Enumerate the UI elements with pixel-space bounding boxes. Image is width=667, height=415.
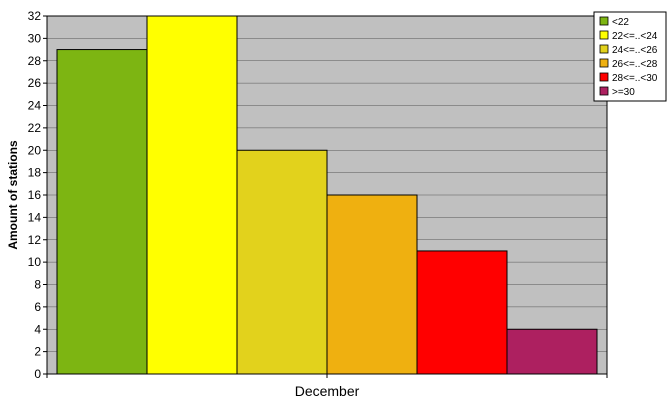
legend-swatch [599,72,609,82]
legend-label: 26<=..<28 [612,59,658,70]
bar [146,15,238,375]
legend-swatch [599,16,609,26]
bar [416,250,508,375]
x-category-label: December [295,383,360,399]
y-axis-title: Amount of stations [6,140,20,250]
y-tick-label: 4 [34,322,41,336]
legend-label: >=30 [612,87,635,98]
bar [56,49,148,375]
legend-swatch [599,58,609,68]
legend-label: 28<=..<30 [612,73,658,84]
y-tick-label: 10 [28,255,42,269]
y-tick-label: 20 [28,143,42,157]
bar [236,149,328,375]
legend-label: 22<=..<24 [612,31,658,42]
bars [56,15,598,375]
y-tick-label: 24 [28,99,42,113]
bar [506,328,598,375]
y-tick-label: 28 [28,54,42,68]
y-tick-label: 14 [28,210,42,224]
y-tick-label: 2 [34,345,41,359]
y-tick-label: 18 [28,166,42,180]
y-tick-label: 0 [34,367,41,381]
legend-swatch [599,44,609,54]
y-tick-label: 30 [28,31,42,45]
y-tick-label: 32 [28,9,42,23]
legend-label: 24<=..<26 [612,45,658,56]
y-tick-label: 8 [34,278,41,292]
legend-label: <22 [612,17,629,28]
legend-swatch [599,30,609,40]
legend-box [593,11,667,102]
y-tick-label: 12 [28,233,42,247]
legend: <22 22<=..<24 24<=..<26 26<=..<28 28<=..<30 >… [593,11,667,102]
y-tick-label: 16 [28,188,42,202]
y-tick-label: 6 [34,300,41,314]
bar [326,194,418,375]
y-tick-label: 26 [28,76,42,90]
legend-swatch [599,86,609,96]
y-tick-label: 22 [28,121,42,135]
